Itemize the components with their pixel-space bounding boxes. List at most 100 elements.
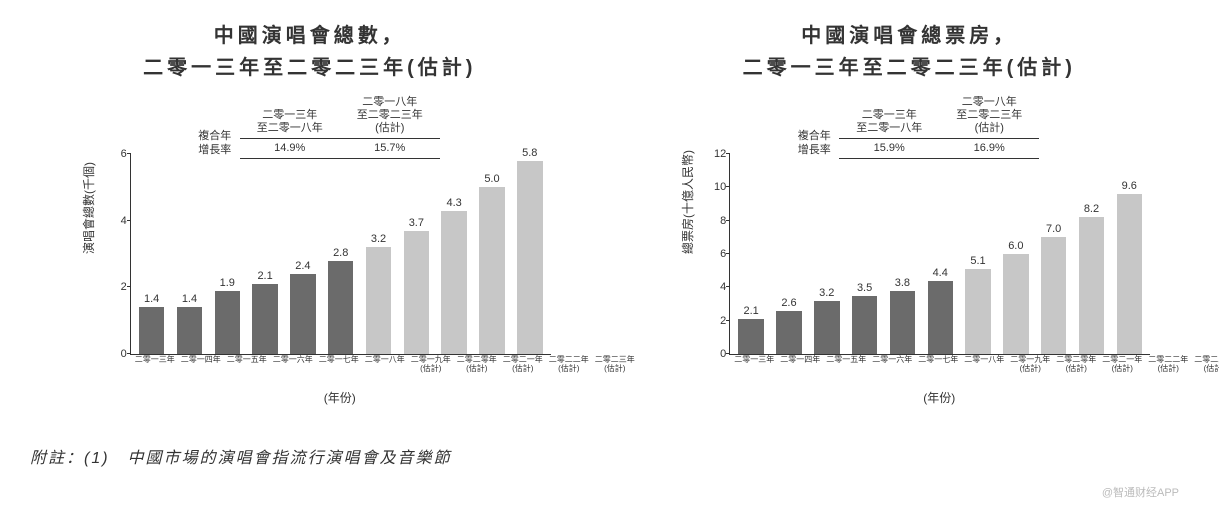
bar: 5.1 [962,255,994,354]
bar: 1.4 [174,293,206,354]
chart-left-area: 複合年增長率 二零一三年至二零一八年 14.9% 二零一八年至二零二三年(估計)… [50,94,570,414]
chart-left-title-line1: 中國演唱會總數， [214,25,406,47]
bar-value-label: 2.8 [333,247,348,259]
watermark: @智通财经APP [1102,484,1179,500]
xtick: 二零二二年(估計) [549,356,589,374]
bar-value-label: 6.0 [1008,240,1023,252]
bar-rect [404,231,429,354]
ytick: 0 [702,348,726,360]
chart-right-title: 中國演唱會總票房， 二零一三年至二零二三年(估計) [743,20,1076,84]
bar-value-label: 5.1 [970,255,985,267]
bar-rect [852,296,877,354]
chart-left: 中國演唱會總數， 二零一三年至二零二三年(估計) 複合年增長率 二零一三年至二零… [30,20,590,414]
xtick: 二零一三年 [135,356,175,374]
bar-rect [928,281,953,354]
bar-value-label: 3.8 [895,277,910,289]
xtick: 二零一四年 [181,356,221,374]
bar-value-label: 5.0 [484,173,499,185]
xtick: 二零二三年(估計) [595,356,635,374]
chart-right-title-line2: 二零一三年至二零二三年(估計) [743,57,1076,79]
chart-right: 中國演唱會總票房， 二零一三年至二零二三年(估計) 複合年增長率 二零一三年至二… [630,20,1190,414]
bar-rect [738,319,763,354]
xtick: 二零二零年(估計) [457,356,497,374]
xtick: 二零一七年 [319,356,359,374]
cagr-period-2: 二零一八年至二零二三年(估計) [939,94,1039,139]
chart-right-xticks: 二零一三年 二零一四年 二零一五年 二零一六年 二零一七年 二零一八年 二零一九… [729,356,1149,374]
bar: 9.6 [1113,180,1145,354]
xtick: 二零二二年(估計) [1148,356,1188,374]
ytick: 12 [702,148,726,160]
cagr-col-1: 二零一三年至二零一八年 15.9% [839,107,939,159]
chart-right-area: 複合年增長率 二零一三年至二零一八年 15.9% 二零一八年至二零二三年(估計)… [649,94,1169,414]
bar-value-label: 2.1 [744,305,759,317]
xtick: 二零一八年 [964,356,1004,374]
bar-rect [441,211,466,354]
bar-value-label: 1.9 [220,277,235,289]
bar-value-label: 3.2 [371,233,386,245]
ytick: 2 [103,281,127,293]
ytick: 2 [702,315,726,327]
cagr-period-1: 二零一三年至二零一八年 [839,107,939,138]
xtick: 二零一五年 [826,356,866,374]
bar-rect [965,269,990,354]
bar: 2.1 [735,305,767,354]
cagr-col-2: 二零一八年至二零二三年(估計) 15.7% [340,94,440,159]
bar-value-label: 4.3 [447,197,462,209]
bar-rect [328,261,353,354]
bar: 6.0 [1000,240,1032,354]
chart-left-cagr: 複合年增長率 二零一三年至二零一八年 14.9% 二零一八年至二零二三年(估計)… [190,94,440,159]
xtick: 二零二三年(估計) [1194,356,1219,374]
chart-left-title-line2: 二零一三年至二零二三年(估計) [143,57,476,79]
bar-rect [814,301,839,354]
chart-right-cagr: 複合年增長率 二零一三年至二零一八年 15.9% 二零一八年至二零二三年(估計)… [789,94,1039,159]
cagr-col-2: 二零一八年至二零二三年(估計) 16.9% [939,94,1039,159]
bar-value-label: 9.6 [1122,180,1137,192]
bar: 2.8 [325,247,357,354]
bar: 5.8 [514,147,546,354]
bar: 3.7 [400,217,432,354]
bar-value-label: 8.2 [1084,203,1099,215]
bar-value-label: 1.4 [144,293,159,305]
chart-left-y-label: 演唱會總數(千個) [80,162,97,254]
chart-right-y-label: 總票房(十億人民幣) [679,150,696,254]
bar-rect [1003,254,1028,354]
bar: 4.3 [438,197,470,354]
xtick: 二零一七年 [918,356,958,374]
bar-rect [290,274,315,354]
bar: 7.0 [1038,223,1070,354]
xtick: 二零一八年 [365,356,405,374]
bar-rect [139,307,164,354]
bar: 3.8 [887,277,919,354]
cagr-period-1: 二零一三年至二零一八年 [240,107,340,138]
ytick: 10 [702,181,726,193]
chart-right-bars: 2.12.63.23.53.84.45.16.07.08.29.6 [730,154,1150,354]
chart-right-x-label: (年份) [729,389,1149,406]
chart-left-x-label: (年份) [130,389,550,406]
chart-left-title: 中國演唱會總數， 二零一三年至二零二三年(估計) [143,20,476,84]
bar-value-label: 7.0 [1046,223,1061,235]
chart-right-plot: 2.12.63.23.53.84.45.16.07.08.29.6 024681… [729,154,1150,355]
cagr-period-2: 二零一八年至二零二三年(估計) [340,94,440,139]
bar-rect [890,291,915,354]
bar-rect [1079,217,1104,354]
bar: 1.9 [211,277,243,354]
bar: 3.2 [811,287,843,354]
bar-rect [517,161,542,354]
bar: 3.5 [849,282,881,354]
bar: 2.4 [287,260,319,354]
bar-value-label: 2.4 [295,260,310,272]
chart-left-plot: 1.41.41.92.12.42.83.23.74.35.05.8 0246 [130,154,551,355]
bar: 8.2 [1076,203,1108,354]
bar: 4.4 [924,267,956,354]
xtick: 二零一九年(估計) [1010,356,1050,374]
bar-rect [1041,237,1066,354]
ytick: 6 [103,148,127,160]
bar-rect [366,247,391,354]
xtick: 二零一五年 [227,356,267,374]
xtick: 二零二零年(估計) [1056,356,1096,374]
bar-rect [177,307,202,354]
bar-value-label: 5.8 [522,147,537,159]
xtick: 二零一三年 [734,356,774,374]
bar-value-label: 3.5 [857,282,872,294]
charts-row: 中國演唱會總數， 二零一三年至二零二三年(估計) 複合年增長率 二零一三年至二零… [30,20,1189,414]
